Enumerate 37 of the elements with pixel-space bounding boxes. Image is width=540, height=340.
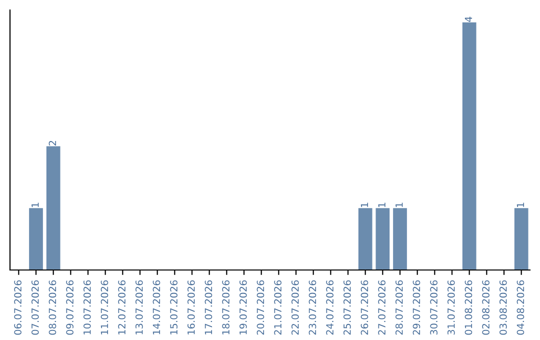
- x-tick-label: 11.07.2026: [100, 280, 108, 334]
- x-tick-label: 16.07.2026: [187, 280, 195, 334]
- data-label: 1: [516, 202, 524, 208]
- x-tick-label: 04.08.2026: [516, 280, 524, 335]
- x-tick-label: 27.07.2026: [378, 280, 386, 335]
- x-tick-label: 10.07.2026: [83, 280, 91, 334]
- x-tick-label: 22.07.2026: [291, 280, 299, 335]
- x-tick-label: 26.07.2026: [360, 280, 368, 335]
- x-tick-label: 14.07.2026: [152, 280, 160, 334]
- data-label: 1: [360, 202, 368, 208]
- x-tick-label: 19.07.2026: [239, 280, 247, 334]
- x-tick-label: 28.07.2026: [395, 280, 403, 335]
- x-tick-label: 29.07.2026: [412, 280, 420, 335]
- x-tick-label: 13.07.2026: [135, 280, 143, 334]
- data-label: 2: [48, 140, 56, 146]
- x-tick-label: 08.07.2026: [48, 280, 56, 335]
- x-tick-label: 15.07.2026: [170, 280, 178, 334]
- x-tick-label: 24.07.2026: [326, 280, 334, 335]
- x-tick-label: 07.07.2026: [31, 280, 39, 335]
- x-tick-label: 31.07.2026: [447, 280, 455, 335]
- data-label: 1: [396, 202, 403, 208]
- x-tick-label: 01.08.2026: [464, 280, 472, 335]
- data-label: 4: [464, 16, 472, 22]
- x-tick-label: 30.07.2026: [430, 280, 438, 335]
- x-tick-label: 09.07.2026: [66, 280, 74, 335]
- x-tick-label: 12.07.2026: [118, 280, 126, 334]
- x-tick-label: 18.07.2026: [222, 280, 230, 334]
- x-tick-label: 03.08.2026: [499, 280, 507, 335]
- x-tick-label: 06.07.2026: [14, 280, 22, 335]
- data-label: 1: [378, 202, 386, 208]
- x-tick-label: 20.07.2026: [256, 280, 264, 335]
- x-tick-label: 23.07.2026: [308, 280, 316, 335]
- x-tick-label: 02.08.2026: [482, 280, 490, 335]
- x-tick-label: 25.07.2026: [343, 280, 351, 335]
- data-label: 1: [32, 202, 39, 208]
- x-tick-label: 17.07.2026: [204, 280, 212, 334]
- x-tick-label: 21.07.2026: [274, 280, 282, 335]
